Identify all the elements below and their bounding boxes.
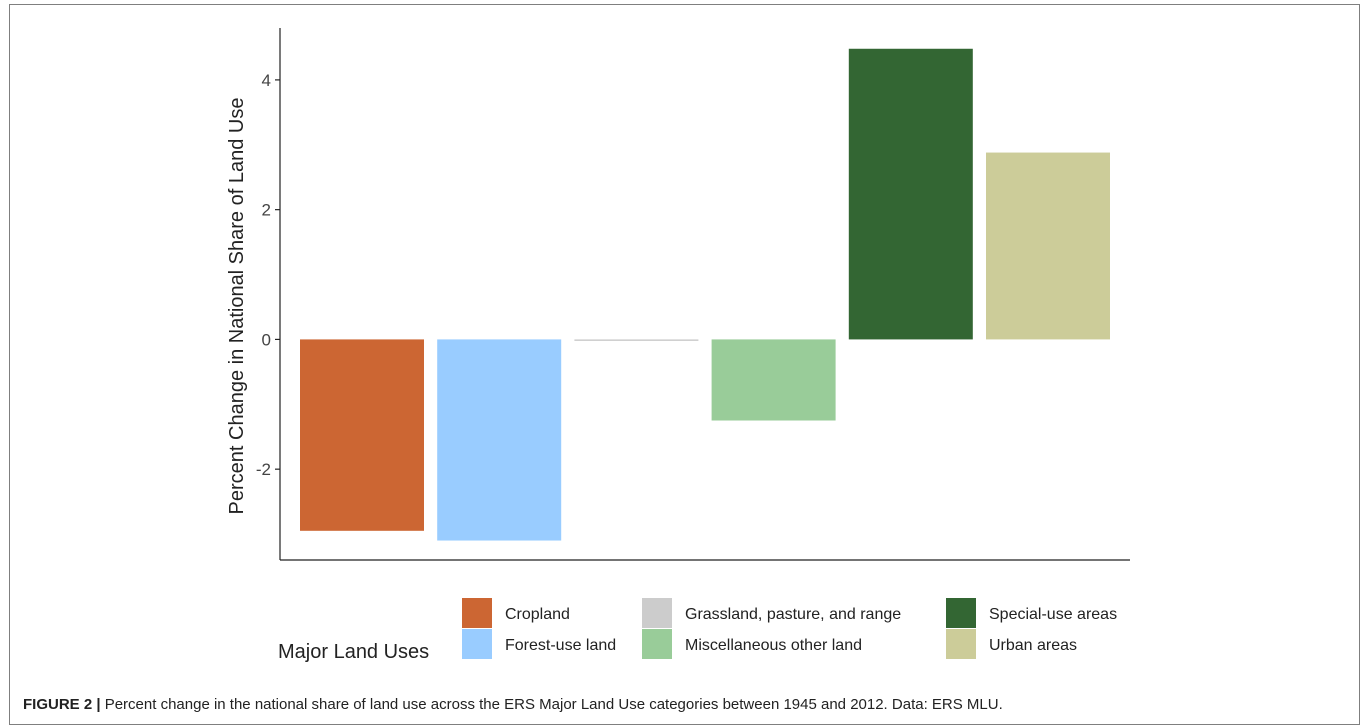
y-tick-label: -2 [256,460,271,479]
legend-label: Special-use areas [989,606,1117,623]
legend: Major Land Uses Cropland Forest-use land G… [278,598,1117,663]
y-axis-title: Percent Change in National Share of Land… [226,98,248,515]
y-tick-label: 2 [262,201,271,220]
y-tick-label: 0 [262,330,271,349]
axes [279,28,1130,561]
caption-label: FIGURE 2 | [23,696,101,713]
bar-miscellaneous-other-land [711,339,836,421]
legend-key [642,598,672,628]
bars [300,48,1110,541]
y-axis-ticks: -2 0 2 4 [256,71,280,479]
bar-urban-areas [986,152,1110,340]
legend-label: Cropland [505,606,570,623]
bar-grassland-pasture-and-range [574,339,699,341]
bar-special-use-areas [848,48,973,340]
legend-key [462,629,492,659]
legend-key [946,598,976,628]
caption-text: Percent change in the national share of … [100,696,1003,713]
legend-label: Miscellaneous other land [685,637,862,654]
bar-cropland [300,339,424,531]
legend-key [642,629,672,659]
y-tick-label: 4 [262,71,271,90]
figure-caption: FIGURE 2 | Percent change in the nationa… [23,696,1003,713]
legend-label: Urban areas [989,637,1077,654]
legend-title: Major Land Uses [278,641,429,663]
legend-label: Grassland, pasture, and range [685,606,901,623]
legend-label: Forest-use land [505,637,616,654]
legend-key [462,598,492,628]
bar-forest-use-land [437,339,562,541]
legend-key [946,629,976,659]
